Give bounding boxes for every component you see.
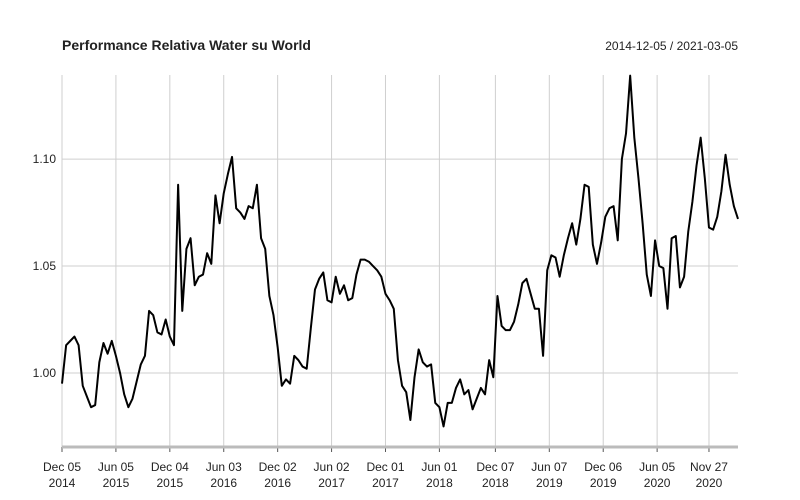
x-tick-label: Dec 01 xyxy=(366,460,404,474)
x-tick-label: 2019 xyxy=(536,476,563,490)
x-tick-label: Jun 01 xyxy=(421,460,457,474)
x-tick-label: Dec 04 xyxy=(151,460,189,474)
x-tick-label: 2020 xyxy=(644,476,671,490)
x-tick-label: Dec 07 xyxy=(476,460,514,474)
x-tick-label: 2017 xyxy=(372,476,399,490)
x-tick-label: Jun 07 xyxy=(531,460,567,474)
x-tick-label: 2020 xyxy=(696,476,723,490)
x-tick-label: Nov 27 xyxy=(690,460,728,474)
data-line xyxy=(61,74,739,428)
x-tick-label: 2017 xyxy=(318,476,345,490)
x-tick-label: Dec 05 xyxy=(43,460,81,474)
x-tick-label: 2016 xyxy=(210,476,237,490)
y-tick-label: 1.10 xyxy=(33,152,57,166)
y-tick-label: 1.00 xyxy=(33,366,57,380)
x-tick-label: 2014 xyxy=(49,476,76,490)
x-tick-label: Jun 03 xyxy=(206,460,242,474)
y-tick-label: 1.05 xyxy=(33,259,57,273)
x-tick-label: 2016 xyxy=(264,476,291,490)
x-tick-label: 2015 xyxy=(156,476,183,490)
x-tick-label: 2019 xyxy=(590,476,617,490)
x-tick-label: 2018 xyxy=(482,476,509,490)
date-range: 2014-12-05 / 2021-03-05 xyxy=(605,39,738,53)
x-tick-label: Dec 02 xyxy=(259,460,297,474)
x-tick-label: Jun 02 xyxy=(314,460,350,474)
x-tick-label: Jun 05 xyxy=(98,460,134,474)
x-tick-label: 2018 xyxy=(426,476,453,490)
chart-title: Performance Relativa Water su World xyxy=(62,37,311,53)
x-tick-label: Jun 05 xyxy=(639,460,675,474)
x-tick-label: 2015 xyxy=(103,476,130,490)
x-tick-label: Dec 06 xyxy=(584,460,622,474)
